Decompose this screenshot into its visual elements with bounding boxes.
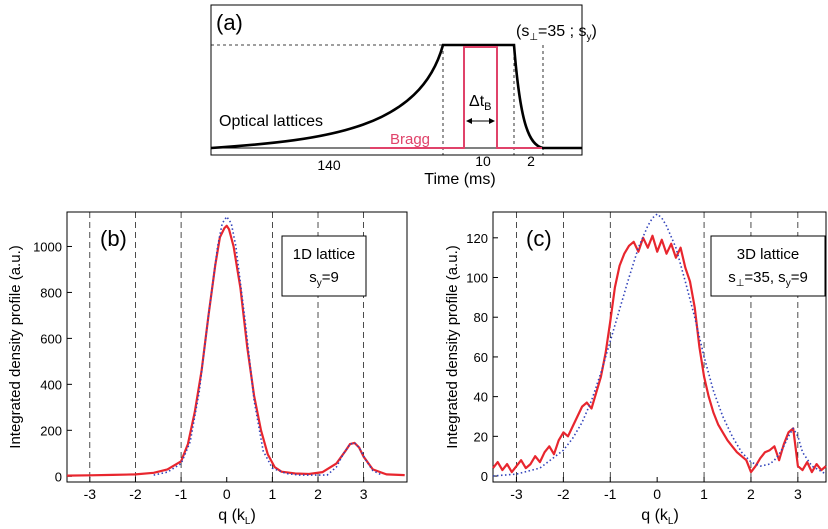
time-axis-label: Time (ms)	[424, 171, 495, 188]
panel-c-x-tick-label: 0	[653, 486, 661, 502]
panel-b-data-curve	[66, 224, 405, 477]
panel-a: (a) (s⊥=35 ; sy) Optical lattices Bragg …	[210, 4, 597, 188]
panel-b-x-tick-label: -3	[84, 486, 97, 502]
time-tick-label: 2	[527, 153, 535, 169]
panel-c-y-axis-label: Integrated density profile (a.u.)	[444, 245, 461, 448]
panel-b-x-axis-label: q (kL)	[218, 507, 256, 527]
panel-c-legend-params: s⊥=35, sy=9	[728, 269, 808, 289]
lattice-ramp-curve	[210, 43, 582, 150]
panel-c-x-tick-label: -3	[510, 486, 523, 502]
panel-b-x-tick-label: 1	[268, 486, 276, 502]
time-tick-label: 140	[317, 157, 341, 173]
panel-b-x-tick-label: 2	[314, 486, 322, 502]
panel-c-x-tick-label: 2	[747, 486, 755, 502]
panel-b-x-tick-label: -1	[175, 486, 188, 502]
panel-c-y-tick-label: 0	[481, 469, 488, 484]
duration-arrowhead-left	[466, 118, 472, 124]
time-tick-label: 10	[475, 153, 491, 169]
optical-lattices-label: Optical lattices	[219, 113, 323, 130]
panel-b-y-tick-label: 0	[55, 469, 62, 484]
panel-c-y-tick-label: 120	[466, 231, 488, 246]
panel-b: -3 -2 -1 0 1 2 3 0 200 400 600 800 1000 (b) 1D latti…	[7, 211, 408, 527]
panel-b-legend-title: 1D lattice	[293, 246, 356, 263]
lattice-params-annotation: (s⊥=35 ; sy)	[516, 23, 597, 43]
panel-c-x-tick-label: 3	[794, 486, 802, 502]
panel-b-y-tick-label: 600	[40, 331, 62, 346]
panel-b-y-axis-label: Integrated density profile (a.u.)	[7, 245, 24, 448]
bragg-label: Bragg	[390, 131, 430, 148]
panel-a-frame	[210, 4, 583, 156]
panel-b-y-tick-label: 800	[40, 285, 62, 300]
panel-a-label: (a)	[216, 10, 243, 35]
panel-b-y-tick-label: 200	[40, 423, 62, 438]
panel-b-x-tick-label: -2	[129, 486, 142, 502]
panel-b-label: (b)	[100, 226, 127, 251]
panel-c-legend-box	[710, 235, 826, 297]
panel-c-frame	[492, 211, 827, 483]
bragg-pulse	[370, 46, 542, 149]
panel-b-frame	[66, 211, 408, 483]
panel-c-y-tick-label: 80	[474, 310, 488, 325]
panel-c-y-tick-label: 20	[474, 429, 488, 444]
panel-b-x-tick-label: 0	[223, 486, 231, 502]
panel-b-legend-params: sy=9	[309, 269, 339, 289]
panel-c-fit-curve	[492, 213, 827, 477]
panel-c-y-tick-label: 60	[474, 350, 488, 365]
panel-c-x-tick-label: 1	[700, 486, 708, 502]
panel-c-y-tick-label: 40	[474, 390, 488, 405]
duration-label: ΔtB	[469, 93, 491, 113]
duration-arrowhead-right	[489, 118, 495, 124]
panel-b-y-tick-label: 400	[40, 377, 62, 392]
panel-c: -3 -2 -1 0 1 2 3 0 20 40 60 80 100 120 (c) 3D lattice…	[444, 211, 827, 527]
panel-b-y-tick-label: 1000	[33, 239, 62, 254]
panel-c-x-tick-label: -2	[557, 486, 570, 502]
panel-c-data-curve	[492, 234, 827, 474]
panel-b-legend-box	[281, 235, 367, 297]
panel-b-x-tick-label: 3	[360, 486, 368, 502]
panel-c-y-tick-label: 100	[466, 271, 488, 286]
panel-c-label: (c)	[526, 226, 552, 251]
panel-c-legend-title: 3D lattice	[737, 246, 800, 263]
panel-c-x-tick-label: -1	[604, 486, 617, 502]
panel-c-x-axis-label: q (kL)	[641, 507, 679, 527]
